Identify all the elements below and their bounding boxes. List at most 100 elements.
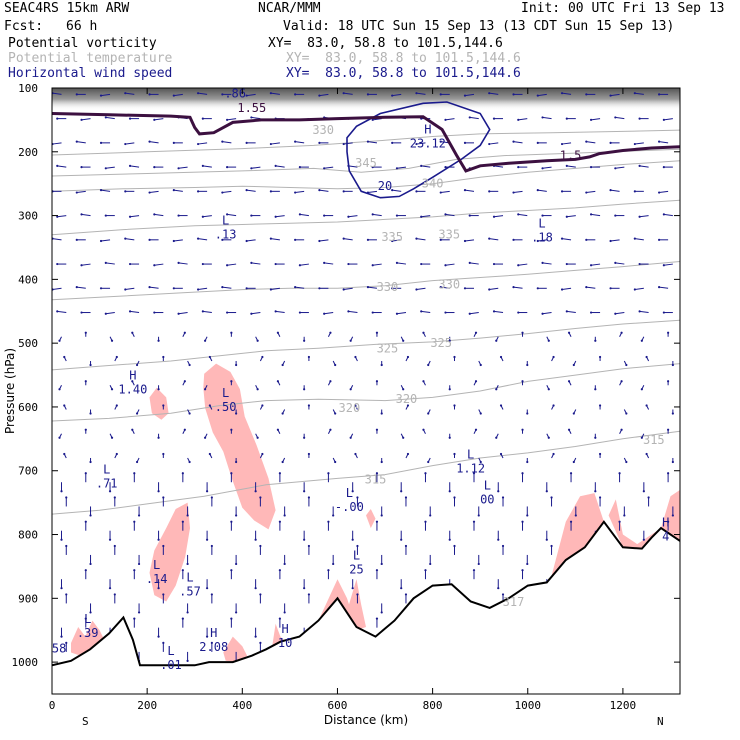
wind-vector-head — [226, 264, 229, 267]
wind-vector-head — [479, 460, 482, 464]
wind-vector-head — [153, 264, 156, 267]
wind-vector-head — [354, 452, 357, 456]
x-end-label-south: S — [82, 715, 89, 728]
y-tick-label: 200 — [18, 146, 38, 159]
axes-layer: 0 200 400 600 800 1000 12001002003004005006007… — [12, 82, 680, 712]
wind-vector — [659, 190, 669, 194]
wind-vector-head — [80, 264, 83, 267]
wind-vector-head — [157, 490, 160, 493]
low-marker: L — [538, 217, 545, 231]
wind-vector-head — [162, 496, 165, 499]
init-time: Init: 00 UTC Fri 13 Sep 13 — [521, 1, 725, 16]
wind-vector-head — [560, 190, 564, 193]
wind-vector-head — [153, 118, 156, 121]
wind-vector-head — [329, 428, 332, 431]
wind-vector-head — [395, 214, 399, 217]
wind-vector-head — [380, 460, 383, 464]
wind-vector-head — [444, 118, 447, 121]
wind-vector-head — [521, 569, 524, 572]
wind-vector-head — [303, 436, 306, 439]
wind-vector — [396, 262, 407, 265]
wind-vector-head — [574, 514, 577, 517]
wind-vector-head — [614, 116, 617, 119]
wind-vector-head — [589, 213, 593, 216]
wind-vector-head — [638, 215, 641, 218]
wind-vector-head — [448, 490, 451, 493]
wind-vector-head — [201, 310, 204, 313]
wind-vector-head — [221, 93, 224, 96]
wind-vector-head — [400, 490, 403, 493]
wind-vector-head — [58, 339, 61, 342]
wind-vector-head — [424, 472, 427, 475]
wind-vector — [615, 262, 625, 265]
wind-vector-head — [585, 238, 588, 241]
wind-vector-head — [84, 380, 87, 383]
pv-shaded-region-9 — [551, 493, 609, 576]
wind-vector — [129, 165, 140, 168]
wind-vector-head — [609, 189, 612, 192]
wind-vector-head — [492, 117, 496, 120]
wind-vector-head — [99, 287, 103, 290]
wind-vector-head — [380, 611, 383, 614]
wind-vector-head — [647, 496, 650, 499]
wind-vector — [129, 310, 140, 314]
wind-vector-head — [512, 93, 515, 96]
wind-vector-head — [625, 412, 628, 415]
wind-vector-head — [598, 404, 602, 407]
wind-vector-head — [472, 569, 476, 572]
x-axis-title: Distance (km) — [324, 713, 408, 727]
wind-vector-head — [226, 213, 229, 216]
wind-vector — [663, 213, 673, 217]
wind-vector-head — [400, 538, 403, 541]
wind-vector — [275, 310, 285, 314]
wind-vector-head — [201, 117, 204, 120]
wind-vector-head — [638, 262, 641, 266]
wind-vector-head — [294, 238, 297, 241]
wind-vector-head — [547, 388, 550, 391]
wind-vector-head — [75, 285, 78, 289]
wind-vector — [416, 142, 426, 145]
wind-vector-head — [404, 544, 408, 548]
wind-vector-head — [371, 213, 374, 216]
wind-vector-head — [492, 310, 496, 313]
wind-vector-head — [545, 538, 548, 541]
wind-vector — [566, 165, 576, 168]
wind-vector — [537, 189, 547, 192]
wind-vector-head — [128, 215, 132, 218]
wind-vector-head — [565, 215, 568, 218]
wind-vector — [222, 141, 232, 144]
wind-vector-head — [205, 635, 209, 638]
wind-vector-head — [474, 380, 478, 383]
pv-contour-layer — [52, 112, 680, 173]
wind-vector-head — [347, 262, 350, 266]
x-tick-label: 600 — [328, 699, 348, 712]
wind-vector — [542, 312, 552, 315]
wind-vector-head — [298, 165, 302, 169]
wind-vector-head — [210, 593, 213, 596]
wind-vector-head — [638, 117, 641, 120]
wind-vector — [659, 141, 669, 144]
wind-vector — [542, 166, 552, 169]
wind-vector-head — [448, 538, 451, 541]
wind-vector — [105, 116, 115, 120]
wind-vector — [615, 166, 625, 169]
wind-vector-head — [110, 436, 114, 439]
wind-vector-head — [250, 116, 253, 119]
wind-vector-head — [633, 288, 636, 291]
wind-vector-head — [183, 380, 186, 383]
extremum-value: 25 — [349, 562, 363, 576]
wind-vector-head — [172, 239, 175, 243]
extremum-value: 10 — [278, 636, 292, 650]
wind-vector — [537, 93, 547, 97]
wind-vector-head — [521, 520, 524, 523]
pv-shaded-region-10 — [608, 489, 680, 549]
wind-vector-head — [254, 635, 257, 638]
wind-vector-head — [80, 213, 83, 216]
wind-vector-head — [274, 164, 277, 167]
wind-vector-head — [65, 641, 68, 644]
extremum-value: .50 — [215, 400, 237, 414]
wind-vector-head — [598, 452, 602, 456]
wind-vector-head — [281, 412, 284, 415]
wind-vector-head — [307, 355, 311, 359]
wind-vector-head — [307, 544, 311, 548]
